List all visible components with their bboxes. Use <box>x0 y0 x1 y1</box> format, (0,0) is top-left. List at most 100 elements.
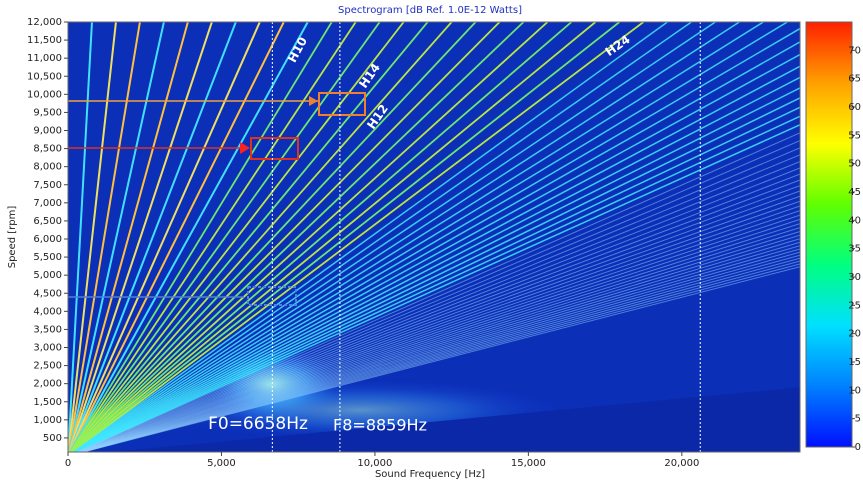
y-tick-label: 1,500 <box>33 397 62 408</box>
y-tick-label: 5,000 <box>33 270 62 281</box>
y-tick-label: 3,000 <box>33 343 62 354</box>
y-tick-label: 8,000 <box>33 162 62 173</box>
y-tick-label: 2,000 <box>33 379 62 390</box>
order-line <box>79 241 800 452</box>
order-line <box>70 22 525 452</box>
order-line <box>80 245 800 452</box>
y-tick-label: 12,000 <box>27 17 62 28</box>
order-line <box>76 140 800 452</box>
order-line <box>71 22 549 452</box>
order-line <box>77 179 800 452</box>
colorbar-tick-label: 0 <box>855 442 861 453</box>
order-line <box>68 22 189 452</box>
order-line <box>79 230 800 452</box>
y-tick-label: 4,500 <box>33 288 62 299</box>
order-line <box>76 167 800 452</box>
annotation: F0=6658Hz <box>208 414 308 434</box>
order-line <box>69 22 333 452</box>
y-tick-label: 8,500 <box>33 144 62 155</box>
order-line <box>74 76 800 452</box>
colorbar-tick-label: 45 <box>848 187 861 198</box>
order-line <box>79 238 800 452</box>
order-line <box>69 22 357 452</box>
order-line <box>78 210 800 452</box>
colorbar <box>805 21 853 448</box>
x-tick-label: 15,000 <box>511 458 546 469</box>
y-tick-label: 7,500 <box>33 180 62 191</box>
x-axis-label: Sound Frequency [Hz] <box>375 469 485 480</box>
order-line <box>73 41 800 452</box>
plot-frame <box>67 21 801 453</box>
order-line <box>75 132 800 452</box>
order-line <box>73 27 800 452</box>
y-tick-label: 1,000 <box>33 415 62 426</box>
order-line <box>71 22 573 452</box>
y-tick-label: 5,500 <box>33 252 62 263</box>
y-tick-label: 10,000 <box>27 89 62 100</box>
order-line <box>74 106 800 452</box>
order-line <box>69 22 309 452</box>
order-line <box>78 218 800 452</box>
order-line <box>68 22 285 452</box>
order-line <box>77 190 800 452</box>
order-line <box>73 65 800 452</box>
order-line <box>73 53 800 452</box>
x-tick-label: 20,000 <box>664 458 699 469</box>
x-tick-label: 10,000 <box>357 458 392 469</box>
order-line <box>71 22 644 452</box>
colorbar-tick-label: 20 <box>848 329 861 340</box>
y-axis-label: Speed [rpm] <box>7 206 18 269</box>
y-tick-label: 10,500 <box>27 71 62 82</box>
colorbar-tick-label: 70 <box>848 45 861 56</box>
y-tick-label: 11,000 <box>27 53 62 64</box>
order-line <box>80 248 800 452</box>
order-line <box>72 22 740 452</box>
order-line <box>68 22 165 452</box>
colorbar-tick-label: 15 <box>848 357 861 368</box>
x-tick-label: 0 <box>65 458 71 469</box>
order-line <box>76 173 800 452</box>
colorbar-tick-label: 65 <box>848 74 861 85</box>
order-lines <box>68 22 800 452</box>
order-line <box>76 147 800 452</box>
y-tick-label: 3,500 <box>33 324 62 335</box>
y-tick-label: 9,500 <box>33 107 62 118</box>
y-tick-label: 7,000 <box>33 198 62 209</box>
order-line <box>69 22 381 452</box>
colorbar-tick-label: 35 <box>848 244 861 255</box>
order-line <box>70 22 429 452</box>
order-line <box>79 227 800 452</box>
order-line <box>70 22 501 452</box>
y-tick-label: 6,500 <box>33 216 62 227</box>
order-line <box>68 22 261 452</box>
order-line <box>77 200 800 452</box>
colorbar-tick-label: 10 <box>848 385 861 396</box>
annotation-shapes <box>68 92 366 306</box>
order-line <box>74 115 800 452</box>
order-line <box>71 22 621 452</box>
order-line <box>69 22 405 452</box>
order-line <box>78 205 800 452</box>
order-line <box>73 22 788 452</box>
order-line <box>78 214 800 452</box>
order-line <box>79 234 800 452</box>
low-speed-region <box>110 387 800 452</box>
order-line <box>72 22 668 452</box>
order-line <box>70 22 453 452</box>
order-line <box>76 154 800 452</box>
order-line <box>77 185 800 452</box>
order-line <box>72 22 692 452</box>
order-line <box>70 22 477 452</box>
colorbar-tick-label: 30 <box>848 272 861 283</box>
order-line <box>74 97 800 452</box>
colorbar-tick-label: 40 <box>848 215 861 226</box>
order-line <box>74 87 800 452</box>
order-line <box>78 223 800 452</box>
y-tick-label: 6,000 <box>33 234 62 245</box>
order-line <box>68 22 213 452</box>
colorbar-tick-label: 50 <box>848 159 861 170</box>
colorbar-tick-label: 55 <box>848 130 861 141</box>
colorbar-tick-label: 60 <box>848 102 861 113</box>
order-line <box>75 124 800 452</box>
